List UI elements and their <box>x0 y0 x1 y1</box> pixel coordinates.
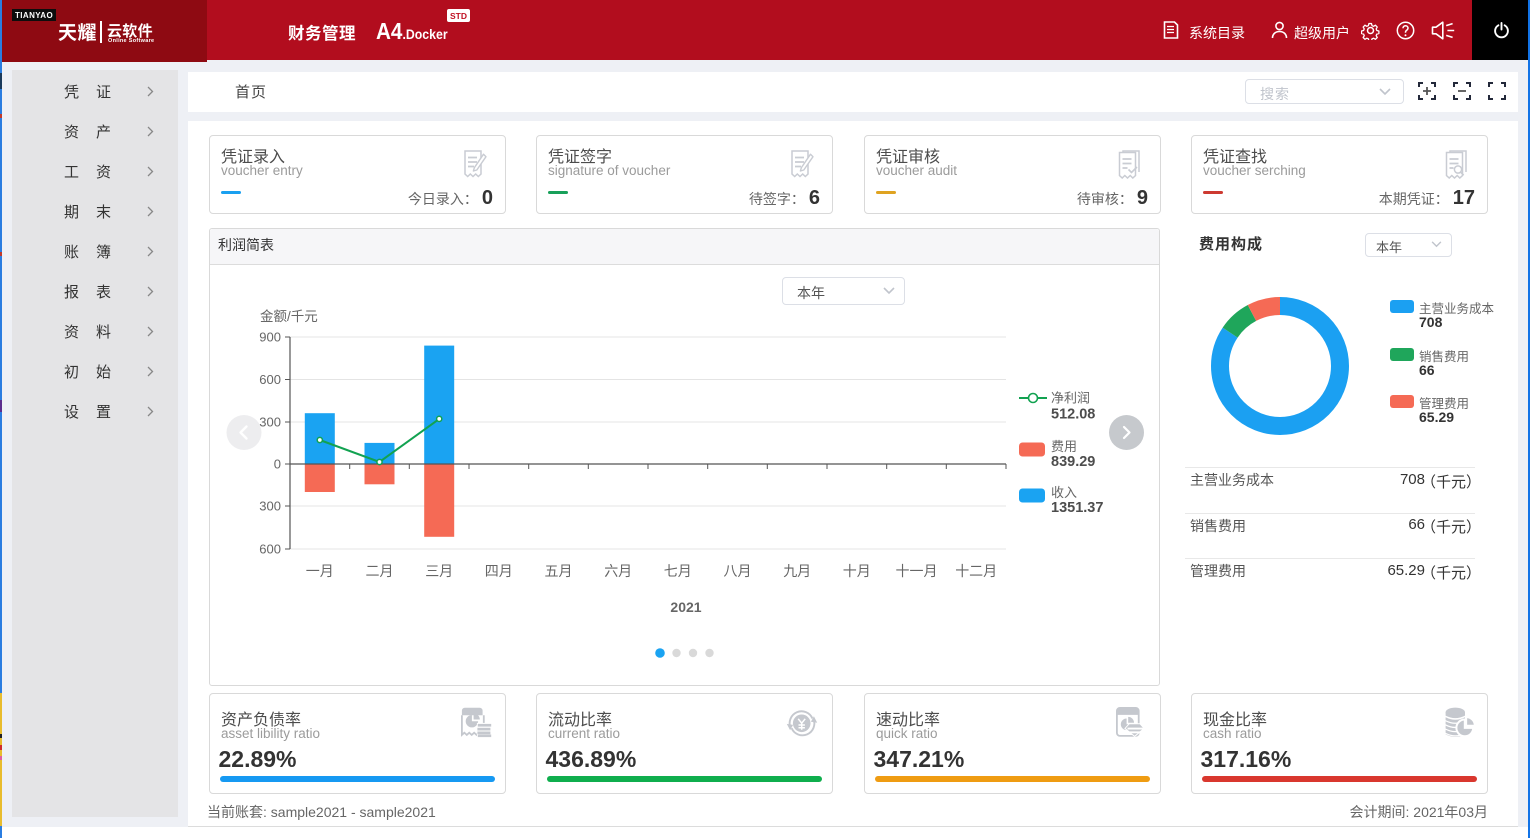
svg-text:六月: 六月 <box>604 563 632 579</box>
svg-text:839.29: 839.29 <box>1051 454 1095 470</box>
svg-text:五月: 五月 <box>545 563 573 579</box>
svg-text:净利润: 净利润 <box>1051 391 1090 406</box>
svg-text:八月: 八月 <box>724 563 752 579</box>
svg-text:一月: 一月 <box>306 563 334 579</box>
svg-text:十二月: 十二月 <box>955 563 997 579</box>
svg-text:300: 300 <box>259 499 281 514</box>
svg-text:九月: 九月 <box>783 563 811 579</box>
svg-text:四月: 四月 <box>485 563 513 579</box>
svg-text:900: 900 <box>259 330 281 345</box>
svg-text:三月: 三月 <box>425 563 453 579</box>
svg-text:0: 0 <box>274 457 281 472</box>
svg-text:二月: 二月 <box>366 563 394 579</box>
svg-text:费用: 费用 <box>1051 439 1077 454</box>
svg-text:收入: 收入 <box>1051 485 1077 500</box>
svg-text:七月: 七月 <box>664 563 692 579</box>
svg-text:512.08: 512.08 <box>1051 407 1095 423</box>
svg-text:1351.37: 1351.37 <box>1051 500 1103 516</box>
svg-text:600: 600 <box>259 542 281 557</box>
svg-text:十一月: 十一月 <box>896 563 938 579</box>
svg-text:2021: 2021 <box>670 599 701 615</box>
svg-text:十月: 十月 <box>843 563 871 579</box>
svg-text:600: 600 <box>259 372 281 387</box>
svg-text:金额/千元: 金额/千元 <box>260 309 318 324</box>
svg-text:300: 300 <box>259 415 281 430</box>
